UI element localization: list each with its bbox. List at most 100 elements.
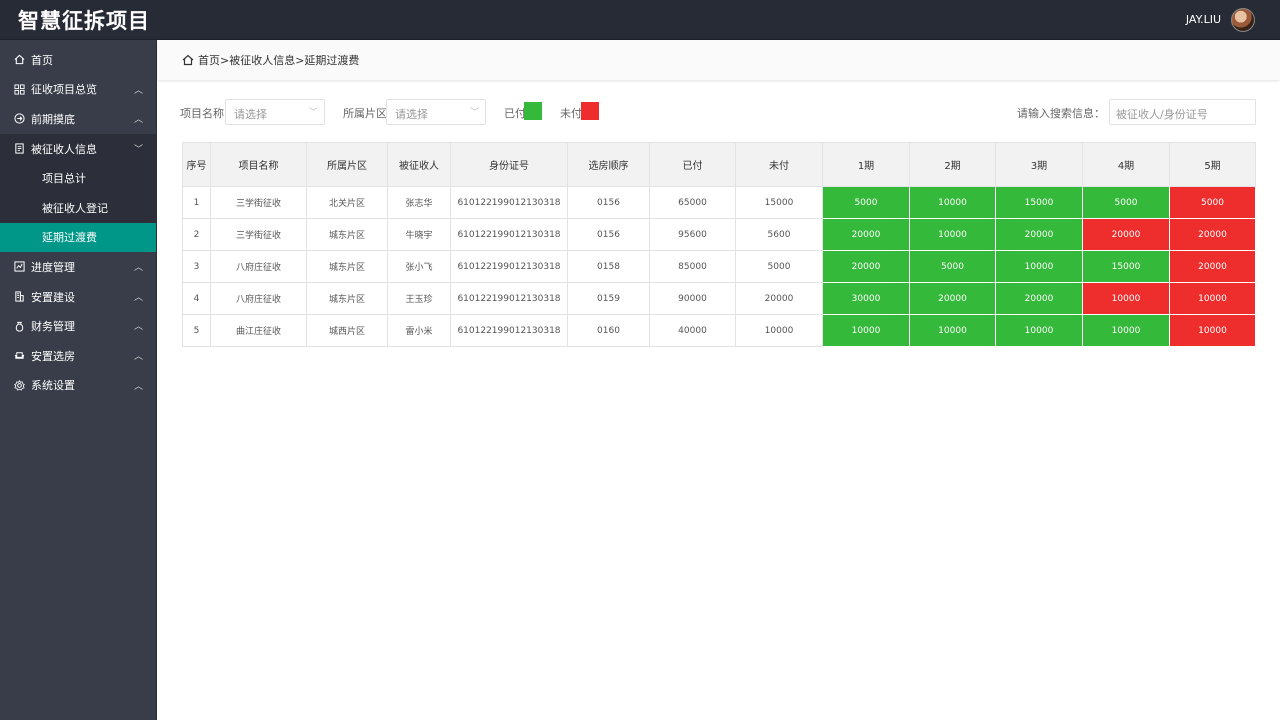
cell-period-2-paid: 10000: [909, 218, 996, 251]
sidebar-item-label: 安置建设: [31, 290, 75, 304]
table-row[interactable]: 5 曲江庄征收 城西片区 雷小米 610122199012130318 0160 40000…: [182, 314, 1256, 347]
app-title: 智慧征拆项目: [18, 8, 150, 33]
cell-project: 三学街征收: [210, 186, 307, 219]
cell-project: 八府庄征收: [210, 250, 307, 283]
cell-period-5-unpaid: 20000: [1169, 218, 1256, 251]
money-bag-icon: [13, 320, 25, 332]
sidebar-item-resettlement-build[interactable]: 安置建设 ︿: [0, 282, 156, 312]
sidebar-item-project-overview[interactable]: 征收项目总览 ︿: [0, 75, 156, 105]
cell-period-2-paid: 20000: [909, 282, 996, 315]
table-row[interactable]: 1 三学街征收 北关片区 张志华 610122199012130318 0156 65000…: [182, 186, 1256, 219]
gear-icon: [13, 379, 25, 391]
cell-no: 4: [182, 282, 211, 315]
sidebar-item-label: 财务管理: [31, 320, 75, 334]
cell-period-1-paid: 30000: [822, 282, 910, 315]
cell-project: 八府庄征收: [210, 282, 307, 315]
table-row[interactable]: 2 三学街征收 城东片区 牛晓宇 610122199012130318 0156 95600…: [182, 218, 1256, 251]
cell-period-5-unpaid: 5000: [1169, 186, 1256, 219]
area-select[interactable]: 请选择 ﹀: [386, 99, 486, 125]
table-row[interactable]: 3 八府庄征收 城东片区 张小飞 610122199012130318 0158 85000…: [182, 250, 1256, 283]
chevron-up-icon: ︿: [133, 292, 143, 303]
sidebar-item-progress[interactable]: 进度管理 ︿: [0, 252, 156, 282]
cell-person: 张小飞: [387, 250, 451, 283]
column-header: 1期: [822, 142, 910, 187]
cell-person: 雷小米: [387, 314, 451, 347]
cell-period-2-paid: 10000: [909, 186, 996, 219]
cell-order: 0160: [567, 314, 650, 347]
sofa-icon: [13, 350, 25, 362]
sidebar-subitem-registration[interactable]: 被征收人登记: [0, 192, 156, 223]
cell-order: 0158: [567, 250, 650, 283]
cell-unpaid: 15000: [735, 186, 823, 219]
building-icon: [13, 291, 25, 303]
cell-period-5-unpaid: 10000: [1169, 282, 1256, 315]
sidebar-item-home[interactable]: 首页: [0, 45, 156, 75]
cell-id: 610122199012130318: [450, 218, 568, 251]
sidebar-item-label: 被征收人信息: [31, 142, 97, 156]
column-header: 未付: [735, 142, 823, 187]
username[interactable]: JAY.LIU: [1185, 13, 1221, 26]
sidebar-item-finance[interactable]: 财务管理 ︿: [0, 311, 156, 341]
cell-period-2-paid: 5000: [909, 250, 996, 283]
cell-paid: 90000: [649, 282, 736, 315]
cell-unpaid: 5000: [735, 250, 823, 283]
sidebar-item-settings[interactable]: 系统设置 ︿: [0, 371, 156, 401]
column-header: 2期: [909, 142, 996, 187]
column-header: 被征收人: [387, 142, 451, 187]
project-select[interactable]: 请选择 ﹀: [225, 99, 325, 125]
table-body: 1 三学街征收 北关片区 张志华 610122199012130318 0156 65000…: [182, 186, 1256, 347]
cell-no: 1: [182, 186, 211, 219]
cell-paid: 85000: [649, 250, 736, 283]
cell-order: 0156: [567, 186, 650, 219]
column-header: 身份证号: [450, 142, 568, 187]
cell-period-4-paid: 5000: [1082, 186, 1170, 219]
column-header: 所属片区: [306, 142, 388, 187]
chevron-up-icon: ︿: [133, 85, 143, 96]
table-row[interactable]: 4 八府庄征收 城东片区 王玉珍 610122199012130318 0159 90000…: [182, 282, 1256, 315]
sidebar-subitem-delay-fee[interactable]: 延期过渡费: [0, 222, 156, 253]
cell-no: 2: [182, 218, 211, 251]
user-menu[interactable]: JAY.LIU: [1185, 7, 1255, 32]
cell-area: 城东片区: [306, 218, 388, 251]
cell-period-1-paid: 20000: [822, 250, 910, 283]
document-icon: [13, 143, 25, 155]
search-label: 请输入搜索信息：: [1017, 107, 1105, 120]
sidebar-item-label: 前期摸底: [31, 112, 75, 126]
column-header: 项目名称: [210, 142, 307, 187]
cell-period-5-unpaid: 10000: [1169, 314, 1256, 347]
cell-project: 三学街征收: [210, 218, 307, 251]
project-select-placeholder: 请选择: [234, 108, 267, 121]
home-icon[interactable]: [182, 54, 194, 66]
cell-area: 城西片区: [306, 314, 388, 347]
top-bar: 智慧征拆项目 JAY.LIU: [0, 0, 1280, 40]
sidebar-item-expropriated-info[interactable]: 被征收人信息 ﹀: [0, 133, 156, 164]
cell-period-1-paid: 20000: [822, 218, 910, 251]
sidebar-item-housing-selection[interactable]: 安置选房 ︿: [0, 341, 156, 371]
sidebar-item-label: 进度管理: [31, 260, 75, 274]
cell-order: 0156: [567, 218, 650, 251]
cell-period-4-unpaid: 10000: [1082, 282, 1170, 315]
sidebar-subitem-label: 延期过渡费: [42, 231, 97, 245]
avatar[interactable]: [1231, 7, 1255, 32]
column-header: 选房顺序: [567, 142, 650, 187]
sidebar-item-early-survey[interactable]: 前期摸底 ︿: [0, 104, 156, 134]
sidebar-subitem-project-total[interactable]: 项目总计: [0, 163, 156, 193]
table-header-row: 序号 项目名称 所属片区 被征收人 身份证号 选房顺序 已付 未付 1期 2期 3期 4期 5期: [182, 142, 1256, 187]
cell-area: 北关片区: [306, 186, 388, 219]
cell-period-4-paid: 10000: [1082, 314, 1170, 347]
breadcrumb[interactable]: 首页>被征收人信息>延期过渡费: [198, 54, 360, 67]
search-placeholder: 被征收人/身份证号: [1116, 108, 1208, 121]
cell-id: 610122199012130318: [450, 314, 568, 347]
grid-icon: [13, 83, 25, 95]
chevron-up-icon: ︿: [133, 263, 143, 274]
paid-legend-label: 已付: [504, 107, 526, 120]
cell-paid: 65000: [649, 186, 736, 219]
delay-fee-table: 序号 项目名称 所属片区 被征收人 身份证号 选房顺序 已付 未付 1期 2期 3期 4期 5期 1 三学…: [182, 142, 1256, 347]
cell-period-4-paid: 15000: [1082, 250, 1170, 283]
cell-order: 0159: [567, 282, 650, 315]
filter-row: 项目名称: 请选择 ﹀ 所属片区: 请选择 ﹀ 已付 未付 请输入搜索信息： 被…: [180, 99, 1256, 125]
sidebar-item-label: 征收项目总览: [31, 83, 97, 97]
cell-area: 城东片区: [306, 282, 388, 315]
cell-period-4-unpaid: 20000: [1082, 218, 1170, 251]
search-input[interactable]: 被征收人/身份证号: [1109, 99, 1256, 125]
